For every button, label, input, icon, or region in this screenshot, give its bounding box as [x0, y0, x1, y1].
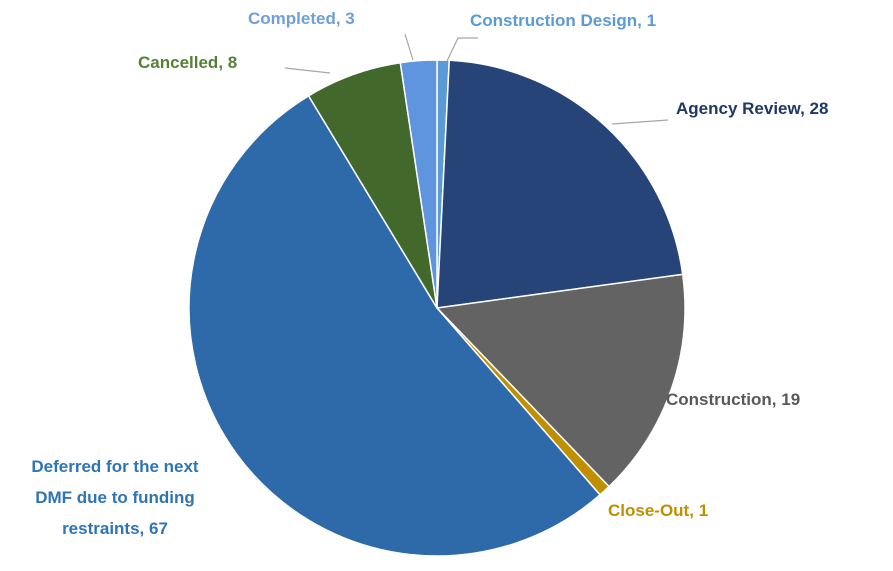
slice-label: Deferred for the next DMF due to funding…	[15, 451, 215, 544]
slice-value: 1	[698, 501, 709, 520]
label-separator: ,	[218, 53, 228, 72]
label-separator: ,	[689, 501, 699, 520]
leader-line	[404, 33, 414, 61]
pie-slice	[399, 59, 438, 309]
slice-label: Agency Review, 28	[676, 93, 828, 124]
slice-name: Close-Out	[608, 501, 690, 520]
leader-line	[611, 119, 669, 125]
slice-label: Completed, 3	[248, 3, 355, 34]
slice-value: 28	[809, 99, 829, 118]
slice-name: Cancelled	[138, 53, 219, 72]
slice-value: 67	[149, 519, 168, 538]
label-separator: ,	[771, 390, 782, 409]
label-separator: ,	[139, 519, 149, 538]
slice-name: Construction Design	[470, 11, 638, 30]
slice-value: 8	[227, 53, 238, 72]
pie-slice	[436, 59, 684, 309]
slice-label: Construction Design, 1	[470, 5, 656, 36]
label-separator: ,	[800, 99, 810, 118]
slice-name: Completed	[248, 9, 336, 28]
label-separator: ,	[335, 9, 346, 28]
slice-label: Close-Out, 1	[608, 495, 708, 526]
pie-slice	[188, 94, 602, 557]
slice-name: Agency Review	[676, 99, 801, 118]
slice-label: Cancelled, 8	[138, 47, 237, 78]
pie-slice	[435, 273, 686, 488]
leader-line	[446, 37, 478, 62]
slice-label: Construction, 19	[666, 384, 800, 415]
slice-value: 19	[781, 390, 801, 409]
leader-line	[284, 67, 331, 74]
slice-value: 3	[345, 9, 355, 28]
slice-name: Deferred for the next DMF due to funding…	[31, 457, 199, 538]
slice-name: Construction	[666, 390, 772, 409]
label-separator: ,	[637, 11, 647, 30]
slice-value: 1	[646, 11, 657, 30]
